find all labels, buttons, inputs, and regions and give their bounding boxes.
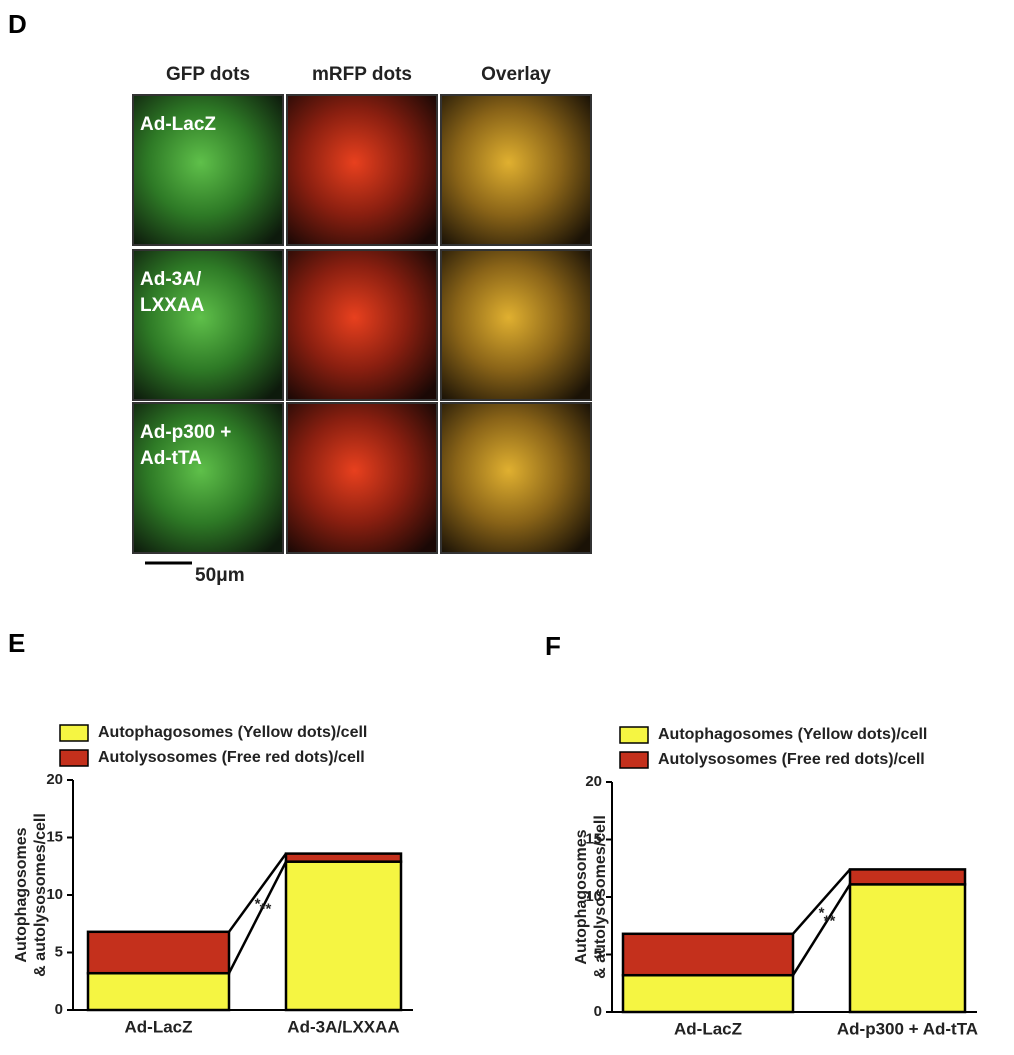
row-label: Ad-p300 +: [140, 422, 231, 443]
y-tick-label: 5: [55, 943, 63, 960]
y-tick-label: 0: [55, 1001, 63, 1018]
row-label: Ad-LacZ: [140, 114, 216, 135]
legend-label: Autolysosomes (Free red dots)/cell: [98, 749, 365, 766]
y-tick-label: 15: [585, 830, 602, 847]
significance-mark: **: [824, 913, 836, 930]
significance-mark: *: [255, 896, 261, 913]
significance-mark: *: [819, 905, 825, 922]
y-tick-label: 20: [585, 773, 602, 790]
y-axis-label: & autolysosomes/cell: [592, 815, 609, 979]
connector: [227, 861, 288, 974]
x-tick-label: Ad-LacZ: [674, 1019, 742, 1038]
connector: [792, 868, 851, 935]
charts: E Autophagosomes (Yellow dots)/cell Autoly…: [8, 628, 978, 1039]
column-header: mRFP dots: [312, 64, 412, 85]
column-header: Overlay: [481, 64, 551, 85]
bar-segment: [284, 852, 403, 863]
y-tick-label: 15: [46, 828, 63, 845]
legend-swatch: [619, 726, 649, 744]
x-tick-label: Ad-3A/LXXAA: [287, 1017, 399, 1036]
micrograph: [286, 402, 438, 554]
y-tick-label: 0: [594, 1003, 602, 1020]
y-tick-label: 5: [594, 945, 602, 962]
x-tick-label: Ad-LacZ: [125, 1017, 193, 1036]
y-tick-label: 10: [46, 886, 63, 903]
micrograph: [286, 94, 438, 246]
micrograph: [132, 94, 284, 246]
y-tick-label: 10: [585, 888, 602, 905]
row-label: Ad-3A/: [140, 269, 202, 290]
x-tick-label: Ad-p300 + Ad-tTA: [837, 1019, 978, 1038]
row-label: Ad-tTA: [140, 448, 202, 469]
micrograph: [132, 249, 284, 401]
bar-segment: [284, 860, 403, 1012]
y-tick-label: 20: [46, 771, 63, 788]
legend-swatch: [59, 749, 89, 767]
row-label: LXXAA: [140, 295, 205, 316]
y-axis-label: Autophagosomes: [573, 829, 590, 964]
micrograph: [440, 249, 592, 401]
legend-swatch: [619, 751, 649, 769]
bar-segment: [86, 971, 231, 1012]
column-header: GFP dots: [166, 64, 250, 85]
microscopy-panel: D GFP dots mRFP dots Overlay Ad-LacZ Ad-3A/L…: [8, 9, 592, 586]
bar-segment: [848, 883, 967, 1014]
legend-swatch: [59, 724, 89, 742]
significance-mark: **: [260, 900, 272, 917]
panel-label: F: [545, 631, 561, 661]
legend-label: Autophagosomes (Yellow dots)/cell: [98, 724, 367, 741]
connector: [227, 852, 288, 933]
micrograph: [286, 249, 438, 401]
panel-label: E: [8, 628, 25, 658]
micrograph: [440, 94, 592, 246]
bar-segment: [848, 868, 967, 886]
bar-segment: [86, 930, 231, 975]
y-axis-label: & autolysosomes/cell: [32, 813, 49, 977]
micrograph: [132, 402, 284, 554]
panel-label: D: [8, 9, 27, 39]
bar-segment: [621, 932, 795, 977]
y-axis-label: Autophagosomes: [13, 827, 30, 962]
legend-label: Autophagosomes (Yellow dots)/cell: [658, 726, 927, 743]
connector: [791, 883, 852, 976]
legend-label: Autolysosomes (Free red dots)/cell: [658, 751, 925, 768]
micrograph: [440, 402, 592, 554]
bar-segment: [621, 973, 795, 1014]
scale-bar-label: 50μm: [195, 565, 245, 586]
